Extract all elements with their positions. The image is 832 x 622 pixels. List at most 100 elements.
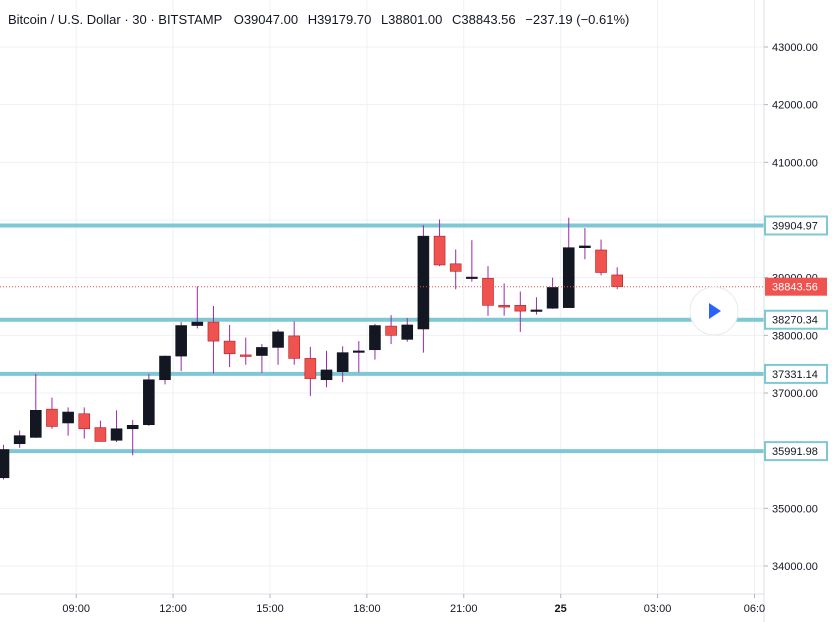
candle-body: [579, 245, 591, 248]
open-label: O: [234, 12, 244, 27]
current-price-box: [765, 277, 827, 296]
low-label: L: [381, 12, 388, 27]
candle-body: [223, 340, 236, 355]
y-tick-label: 38000.00: [772, 330, 818, 342]
x-tick-label: 09:00: [62, 603, 90, 615]
candle-body: [13, 435, 26, 445]
x-tick-label: 15:00: [256, 603, 284, 615]
candle-body: [336, 352, 349, 372]
high-label: H: [308, 12, 317, 27]
candle: [110, 410, 123, 443]
candle-body: [466, 276, 478, 279]
level-label: 39904.97: [764, 215, 828, 236]
candle: [530, 297, 543, 315]
horizontal-levels: [0, 223, 764, 454]
close-value: 38843.56: [461, 12, 515, 27]
level-label-text: 35991.98: [772, 446, 818, 458]
candle: [595, 239, 607, 276]
svg-text:Bitcoin / U.S. Dollar · 30 · B: Bitcoin / U.S. Dollar · 30 · BITSTAMP O 3…: [8, 12, 629, 27]
candle-body: [401, 324, 414, 340]
candle: [94, 420, 107, 442]
current-price-label: 38843.56: [765, 277, 827, 296]
candle: [288, 321, 301, 365]
candle-body: [482, 277, 494, 306]
level-label-box: [764, 215, 828, 236]
candle: [466, 240, 478, 282]
candle: [62, 407, 74, 436]
level-label-text: 37331.14: [772, 369, 818, 381]
x-tick-label: 18:00: [353, 603, 381, 615]
candle-body: [304, 358, 317, 379]
candle: [13, 430, 26, 448]
candle: [304, 346, 317, 396]
change-value: −237.19 (−0.61%): [525, 12, 629, 27]
y-tick-label: 41000.00: [772, 157, 818, 169]
x-axis-ticks: 09:00 12:00 15:00 18:00 21:00 25 03:00 06:0: [62, 594, 765, 615]
candle-body: [191, 321, 204, 326]
symbol-title: Bitcoin / U.S. Dollar · 30 · BITSTAMP: [8, 12, 222, 27]
candle: [449, 249, 462, 290]
candle-body: [239, 354, 252, 357]
current-price-text: 38843.56: [772, 282, 818, 294]
candle-body: [417, 235, 430, 330]
candle-body: [256, 347, 268, 356]
level-label: 35991.98: [764, 441, 828, 462]
candle-body: [562, 247, 575, 308]
candle-body: [143, 379, 155, 426]
candle-body: [369, 325, 381, 351]
candle: [336, 346, 349, 383]
candle: [126, 420, 139, 456]
y-tick-label: 42000.00: [772, 100, 818, 112]
x-tick-label: 03:00: [644, 603, 672, 615]
candle-body: [110, 428, 123, 441]
candlestick-series: [0, 217, 624, 480]
candle-body: [29, 409, 42, 438]
candle: [239, 337, 252, 365]
level-label-box: [764, 363, 828, 384]
candle: [433, 219, 446, 267]
level-label-text: 38270.34: [772, 315, 818, 327]
candle: [579, 228, 591, 260]
candle: [482, 266, 494, 316]
candle: [546, 277, 559, 309]
candle-body: [126, 424, 139, 430]
candle: [385, 315, 397, 344]
level-label: 38270.34: [764, 309, 828, 330]
candle: [191, 286, 204, 329]
candle: [29, 373, 42, 438]
play-button[interactable]: [689, 286, 739, 336]
candle: [417, 225, 430, 353]
level-price-labels: 39904.97 38270.34 37331.14 35991.98 38843.56: [764, 215, 828, 462]
candle: [78, 407, 91, 439]
candle: [0, 444, 10, 480]
candle-body: [94, 427, 107, 442]
candle-body: [46, 408, 58, 427]
y-tick-label: 35000.00: [772, 503, 818, 515]
play-icon: [709, 303, 721, 319]
candle-body: [62, 411, 74, 424]
candle: [159, 355, 171, 385]
candle-body: [498, 305, 510, 308]
y-tick-label: 37000.00: [772, 388, 818, 400]
y-axis-ticks: 34000.0035000.0036000.0037000.0038000.00…: [764, 42, 818, 573]
candle: [514, 291, 527, 332]
candle: [207, 305, 220, 374]
candle: [143, 373, 155, 426]
candle-body: [546, 287, 559, 309]
candle: [352, 341, 365, 373]
candle-body: [433, 235, 446, 266]
candle-body: [385, 325, 397, 336]
x-tick-label: 12:00: [159, 603, 187, 615]
candle-body: [514, 305, 527, 312]
candle-body: [207, 321, 220, 342]
candle: [498, 283, 510, 316]
candle-body: [611, 274, 624, 287]
x-tick-label: 06:0: [744, 603, 765, 615]
x-tick-label: 25: [555, 603, 567, 615]
candle: [223, 324, 236, 368]
candle: [256, 343, 268, 373]
candle-body: [449, 263, 462, 272]
y-tick-label: 43000.00: [772, 42, 818, 54]
candle-body: [530, 309, 543, 312]
